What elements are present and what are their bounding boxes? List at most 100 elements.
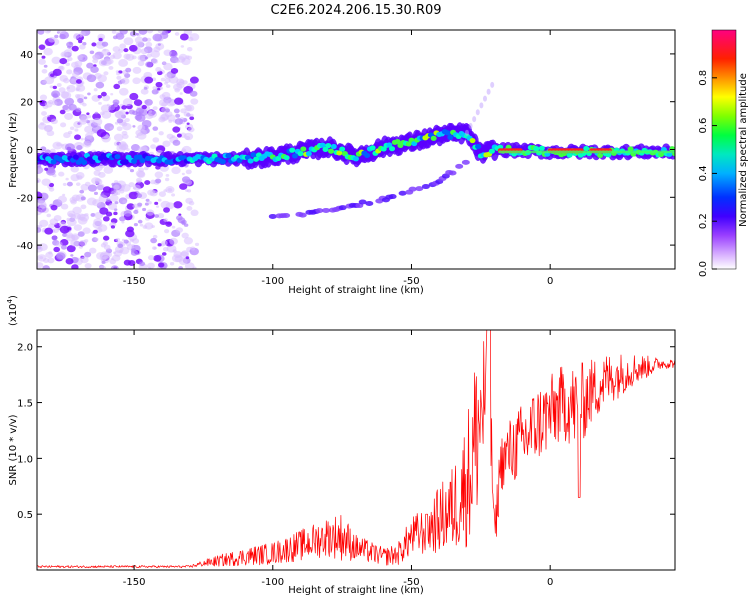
trace-blob-core [538,145,545,151]
trace-blob-band [601,150,606,154]
noise-blob [121,105,127,110]
trace-blob-core [583,145,590,152]
noise-blob [135,41,144,48]
noise-blob [176,215,183,221]
noise-blob [90,66,99,74]
noise-blob [90,130,95,135]
noise-blob [136,193,143,198]
noise-blob [113,191,119,196]
noise-blob [155,81,163,88]
noise-blob [123,37,134,46]
noise-blob [125,229,135,238]
noise-blob [39,256,44,260]
trace-blob-core [89,159,96,165]
trace-blob-band [498,150,503,154]
noise-blob [134,114,143,121]
noise-blob [128,191,139,200]
noise-blob [126,203,135,210]
trace-blob-core [250,152,257,158]
faint-trace-blob [475,109,480,116]
noise-blob [84,213,89,217]
noise-blob [145,198,150,202]
snr-frame [36,329,676,571]
noise-blob [154,201,159,205]
noise-blob [64,143,75,152]
noise-blob [49,85,54,89]
noise-blob [93,170,101,176]
noise-blob [137,202,143,207]
noise-blob [74,60,83,67]
noise-blob [61,91,72,100]
trace-blob-band [614,150,619,154]
trace-blob-core [305,151,312,157]
noise-blob [126,166,131,170]
noise-blob [139,129,147,136]
noise-blob [147,200,152,205]
noise-blob [131,144,140,152]
noise-blob [165,84,171,88]
noise-blob [129,92,139,101]
noise-blob [75,107,82,113]
secondary-trace-blob [398,190,407,196]
noise-blob [46,167,56,176]
noise-blob [38,122,47,130]
noise-blob [72,206,82,215]
noise-blob [52,68,62,77]
noise-blob [96,129,107,138]
noise-blob [79,31,86,37]
noise-blob [92,117,103,126]
y-tick-label: -20 [17,193,33,204]
x-tick-label: -50 [403,577,419,588]
noise-blob [181,250,189,257]
noise-blob [154,214,160,218]
noise-blob [41,55,46,59]
secondary-trace-blob [448,170,457,176]
snr-series-line [37,330,675,569]
noise-blob [164,108,171,113]
secondary-trace-blob [365,201,374,207]
trace-blob-core [325,143,332,149]
noise-blob [58,171,65,177]
noise-blob [92,54,101,61]
noise-blob [179,79,185,84]
snr-panel: -150 -100 -50 0 0.5 1.0 1.5 2.0 Height of stra… [6,295,676,596]
secondary-trace-blob [322,207,331,213]
secondary-trace-blob [408,186,417,192]
noise-blob [37,227,42,233]
noise-blob [48,36,56,43]
trace-blob-core [353,156,359,162]
trace-blob-core [369,145,376,151]
noise-blob [163,49,172,56]
noise-blob [139,261,146,267]
noise-blob [39,219,49,228]
noise-blob [108,104,116,111]
noise-blob [168,119,173,123]
noise-blob [189,113,194,117]
noise-blob [63,78,70,84]
noise-blob [185,104,195,112]
x-tick-label: -50 [403,276,419,287]
trace-blob-core [300,146,307,152]
trace-blob-core [330,143,337,150]
noise-blob [153,246,157,250]
noise-blob [147,262,155,269]
trace-blob-band [551,150,556,154]
trace-blob-band [544,150,549,154]
secondary-trace-blob [415,186,424,192]
noise-blob [56,83,62,88]
noise-blob [80,183,89,191]
noise-blob [113,101,119,106]
noise-blob [38,44,46,50]
noise-blob [121,221,125,224]
noise-blob [46,213,52,218]
figure-title: C2E6.2024.206.15.30.R09 [270,3,441,18]
noise-blob [42,265,50,269]
noise-blob [176,133,182,138]
noise-blob [186,206,193,211]
noise-blob [100,193,105,197]
noise-blob [153,255,162,262]
trace-blob-core [122,159,129,165]
noise-blob [103,235,110,241]
noise-blob [162,140,171,147]
noise-blob [189,116,195,121]
